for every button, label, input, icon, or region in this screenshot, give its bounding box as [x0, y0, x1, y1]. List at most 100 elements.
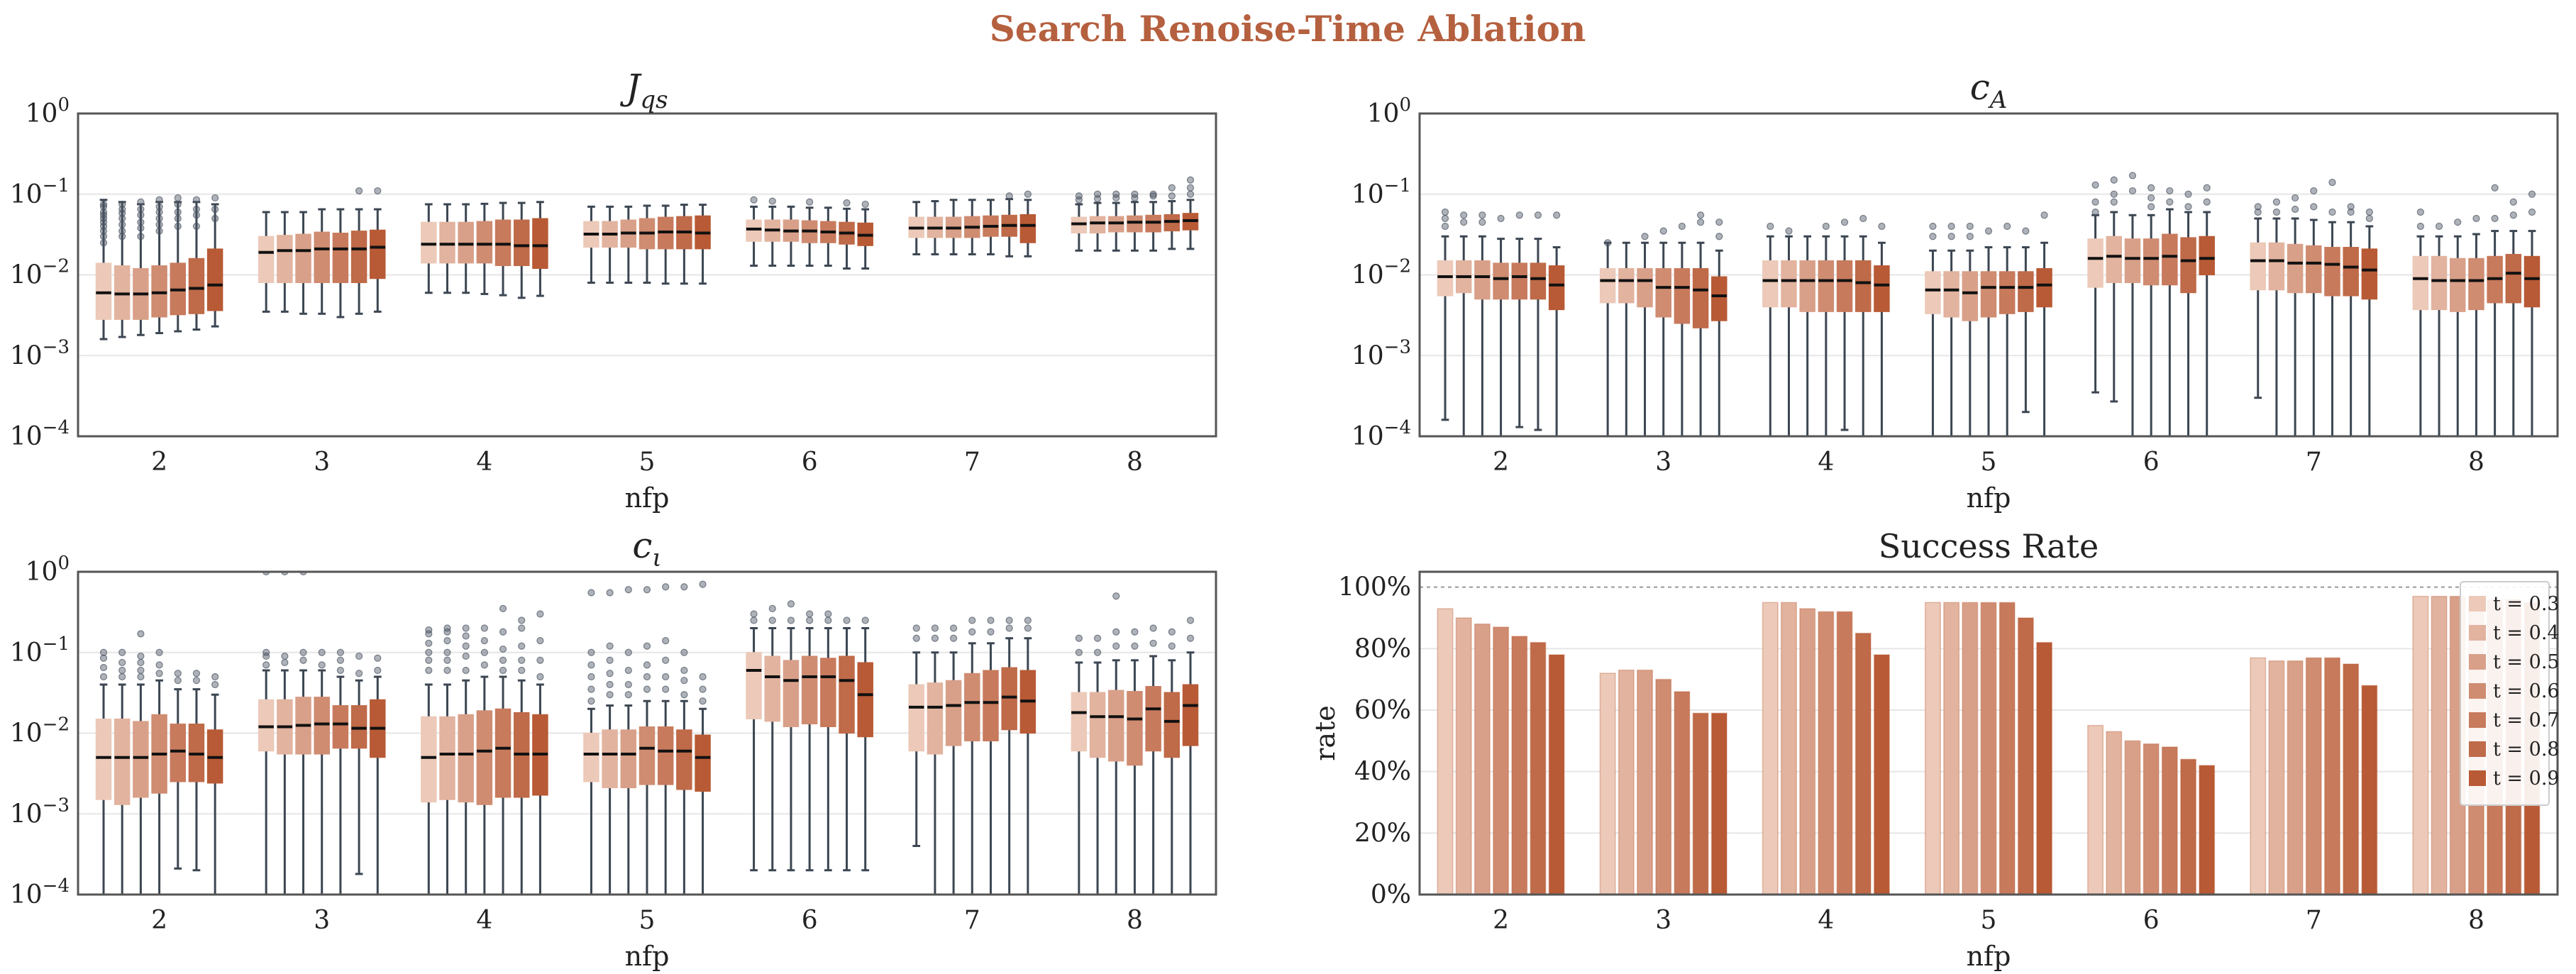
- flier-point: [480, 661, 488, 669]
- x-axis-label: nfp: [1967, 941, 2011, 972]
- flier-point: [1441, 208, 1449, 216]
- flier-point: [443, 637, 451, 645]
- x-tick-label: 8: [2468, 448, 2484, 477]
- flier-point: [1168, 184, 1176, 192]
- flier-point: [587, 661, 595, 669]
- flier-point: [1149, 192, 1157, 200]
- box: [2143, 238, 2160, 286]
- flier-point: [2509, 198, 2517, 206]
- panel-success: 0% 20% 40% 60% 80% 100% Success Rate 2 3 4 5 6 7 8 nfp…: [1310, 527, 2560, 972]
- flier-point: [192, 211, 201, 219]
- flier-point: [587, 589, 595, 597]
- y-tick-label: 20%: [1354, 819, 1411, 848]
- flier-point: [2128, 187, 2137, 195]
- flier-point: [680, 666, 688, 675]
- axes-frame: [1418, 112, 2559, 438]
- bar: [1655, 678, 1672, 895]
- box: [2018, 271, 2034, 312]
- bar: [2343, 663, 2360, 895]
- box: [1962, 271, 1979, 321]
- flier-point: [787, 616, 795, 624]
- box: [513, 219, 530, 267]
- bar: [1943, 602, 1960, 895]
- y-tick-label: 100: [26, 553, 70, 587]
- flier-point: [1478, 211, 1486, 219]
- flier-point: [137, 218, 145, 226]
- y-tick-label: 100: [26, 94, 70, 128]
- flier-point: [99, 673, 108, 681]
- flier-point: [155, 203, 163, 211]
- x-tick-label: 6: [2143, 448, 2160, 477]
- y-tick-label: 10−1: [1351, 175, 1411, 209]
- flier-point: [699, 685, 707, 693]
- box: [332, 233, 349, 284]
- flier-point: [2491, 214, 2499, 223]
- flier-point: [1767, 222, 1774, 231]
- flier-point: [949, 634, 958, 642]
- x-tick-label: 4: [1818, 906, 1834, 935]
- flier-point: [2091, 198, 2099, 206]
- box: [332, 705, 349, 749]
- flier-point: [99, 203, 108, 211]
- box: [439, 221, 455, 264]
- box: [746, 219, 762, 242]
- box: [964, 673, 980, 742]
- flier-point: [2022, 227, 2030, 235]
- flier-point: [662, 637, 670, 645]
- box: [2361, 248, 2378, 300]
- legend-swatch: [2469, 654, 2486, 670]
- flier-point: [787, 600, 795, 608]
- flier-point: [1678, 222, 1686, 231]
- flier-point: [118, 673, 126, 681]
- flier-point: [2509, 211, 2517, 219]
- box: [532, 218, 548, 269]
- flier-point: [425, 656, 433, 664]
- flier-point: [750, 610, 758, 618]
- bar: [1530, 641, 1547, 895]
- bar: [1999, 602, 2016, 895]
- flier-point: [99, 200, 108, 209]
- bar: [1762, 602, 1779, 895]
- flier-point: [1149, 624, 1157, 632]
- legend-label: t = 0.7: [2493, 709, 2560, 731]
- flier-point: [606, 656, 614, 664]
- y-tick-label: 10−2: [10, 256, 70, 290]
- flier-point: [1785, 227, 1793, 235]
- box: [1493, 262, 1509, 300]
- flier-point: [1024, 190, 1032, 198]
- x-tick-label: 8: [2468, 906, 2484, 935]
- flier-point: [1168, 642, 1176, 650]
- flier-point: [1515, 211, 1523, 219]
- flier-point: [1478, 218, 1486, 226]
- flier-point: [1149, 639, 1157, 647]
- x-tick-label: 6: [2143, 906, 2160, 935]
- flier-point: [1131, 194, 1139, 202]
- flier-point: [1005, 624, 1013, 632]
- flier-point: [118, 233, 126, 240]
- box: [1163, 692, 1181, 758]
- flier-point: [1966, 222, 1974, 231]
- flier-point: [1534, 211, 1542, 219]
- flier-point: [1441, 214, 1449, 223]
- box: [95, 718, 112, 800]
- box: [2287, 243, 2304, 294]
- flier-point: [118, 227, 126, 235]
- x-tick-label: 5: [1981, 448, 1997, 477]
- x-tick-label: 7: [2306, 448, 2322, 477]
- box: [314, 697, 330, 755]
- flier-point: [606, 670, 614, 677]
- flier-point: [2184, 203, 2192, 211]
- box: [170, 724, 186, 782]
- box: [2450, 258, 2466, 312]
- box: [258, 236, 275, 284]
- flier-point: [99, 239, 108, 247]
- flier-point: [262, 652, 270, 660]
- flier-point: [1112, 642, 1120, 650]
- flier-point: [155, 661, 163, 669]
- flier-point: [1878, 222, 1886, 231]
- flier-point: [118, 205, 126, 214]
- x-tick-label: 6: [802, 448, 818, 477]
- flier-point: [137, 658, 145, 667]
- flier-point: [336, 656, 345, 664]
- flier-point: [843, 616, 851, 624]
